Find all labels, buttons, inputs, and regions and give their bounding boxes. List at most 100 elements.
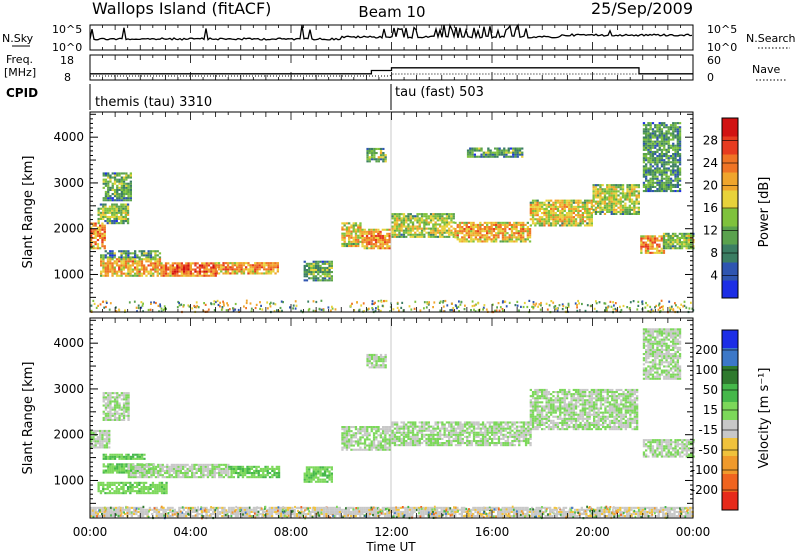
power-cell bbox=[247, 270, 250, 273]
power-cell bbox=[490, 238, 493, 241]
power-cell bbox=[116, 178, 119, 181]
velocity-cell bbox=[230, 472, 233, 475]
power-cell bbox=[561, 222, 564, 225]
velocity-cell bbox=[407, 444, 410, 447]
power-cell bbox=[619, 204, 622, 207]
power-cell bbox=[224, 270, 227, 273]
power-cell bbox=[488, 221, 491, 224]
power-cell bbox=[529, 209, 532, 212]
power-cell bbox=[654, 306, 656, 309]
velocity-cell bbox=[396, 435, 399, 438]
power-cell bbox=[683, 241, 686, 244]
velocity-cell bbox=[122, 398, 126, 401]
nsky-label: N.Sky bbox=[2, 32, 34, 45]
power-cell bbox=[658, 142, 661, 145]
power-cell bbox=[330, 266, 333, 269]
velocity-cell bbox=[352, 426, 355, 429]
power-cell bbox=[669, 161, 673, 164]
power-cell bbox=[258, 264, 261, 267]
velocity-cell bbox=[118, 406, 121, 409]
power-cell bbox=[374, 239, 378, 242]
power-cell bbox=[642, 185, 646, 188]
velocity-cell bbox=[230, 465, 233, 468]
power-cell bbox=[97, 220, 100, 223]
velocity-cell bbox=[206, 469, 210, 472]
power-cell bbox=[101, 245, 104, 248]
power-cell bbox=[483, 238, 486, 241]
power-cell bbox=[592, 192, 595, 195]
power-cell bbox=[272, 266, 275, 269]
power-cell bbox=[124, 272, 128, 275]
power-cell bbox=[491, 153, 494, 156]
power-cell bbox=[363, 239, 366, 242]
power-cell bbox=[269, 301, 272, 304]
power-cell bbox=[432, 217, 435, 220]
velocity-cell bbox=[363, 438, 367, 441]
power-cell bbox=[143, 264, 146, 267]
velocity-cell bbox=[172, 463, 176, 466]
power-cell bbox=[579, 218, 582, 221]
power-cell bbox=[586, 224, 589, 227]
velocity-cell bbox=[182, 467, 185, 470]
power-cell bbox=[149, 258, 153, 261]
velocity-cell bbox=[255, 469, 258, 472]
velocity-cell bbox=[109, 402, 112, 405]
power-cell bbox=[103, 224, 106, 227]
power-cell bbox=[162, 268, 165, 271]
power-cell bbox=[434, 221, 437, 224]
power-cell bbox=[147, 260, 150, 263]
power-cell bbox=[125, 199, 128, 202]
power-cell bbox=[572, 220, 575, 223]
power-cell bbox=[308, 262, 311, 265]
velocity-cell bbox=[368, 353, 371, 356]
velocity-cell bbox=[363, 434, 367, 437]
power-cell bbox=[185, 274, 188, 277]
power-cell bbox=[354, 242, 358, 245]
velocity-cell bbox=[326, 470, 329, 473]
velocity-cell bbox=[188, 476, 191, 479]
power-cell bbox=[474, 226, 477, 229]
velocity-cell bbox=[106, 488, 109, 491]
power-cell bbox=[107, 184, 110, 187]
power-cell bbox=[678, 171, 682, 174]
power-cell bbox=[461, 240, 464, 243]
power-cell bbox=[497, 228, 500, 231]
velocity-cell bbox=[200, 469, 203, 472]
power-cell bbox=[379, 247, 382, 250]
velocity-cell bbox=[255, 472, 258, 475]
power-cell bbox=[113, 207, 116, 210]
power-cell bbox=[224, 268, 227, 271]
power-cell bbox=[138, 250, 141, 253]
power-cell bbox=[658, 126, 661, 129]
power-cell bbox=[486, 226, 489, 229]
power-cell bbox=[212, 274, 215, 277]
power-cell bbox=[485, 155, 488, 158]
power-cell bbox=[543, 207, 546, 210]
velocity-cell bbox=[109, 455, 112, 458]
power-cell bbox=[561, 308, 564, 311]
power-cell bbox=[238, 268, 241, 271]
power-cell bbox=[472, 226, 475, 229]
power-cell bbox=[584, 220, 587, 223]
power-cell bbox=[432, 235, 435, 238]
power-cell bbox=[660, 190, 664, 193]
power-cell bbox=[323, 260, 327, 263]
power-cell bbox=[550, 214, 553, 217]
velocity-cell bbox=[420, 433, 424, 436]
power-cell bbox=[642, 190, 646, 193]
power-cell bbox=[102, 197, 105, 200]
power-cell bbox=[111, 172, 114, 175]
power-cell bbox=[384, 247, 387, 250]
power-cell bbox=[529, 218, 532, 221]
power-cell bbox=[651, 173, 655, 176]
power-cell bbox=[398, 229, 401, 232]
power-cell bbox=[584, 201, 587, 204]
power-cell bbox=[171, 272, 174, 275]
power-cell bbox=[238, 262, 241, 265]
power-cell bbox=[672, 128, 675, 131]
velocity-cell bbox=[161, 476, 164, 479]
power-cell bbox=[651, 146, 655, 149]
velocity-cell bbox=[127, 394, 130, 397]
velocity-cell bbox=[345, 438, 349, 441]
velocity-cell bbox=[375, 428, 378, 431]
